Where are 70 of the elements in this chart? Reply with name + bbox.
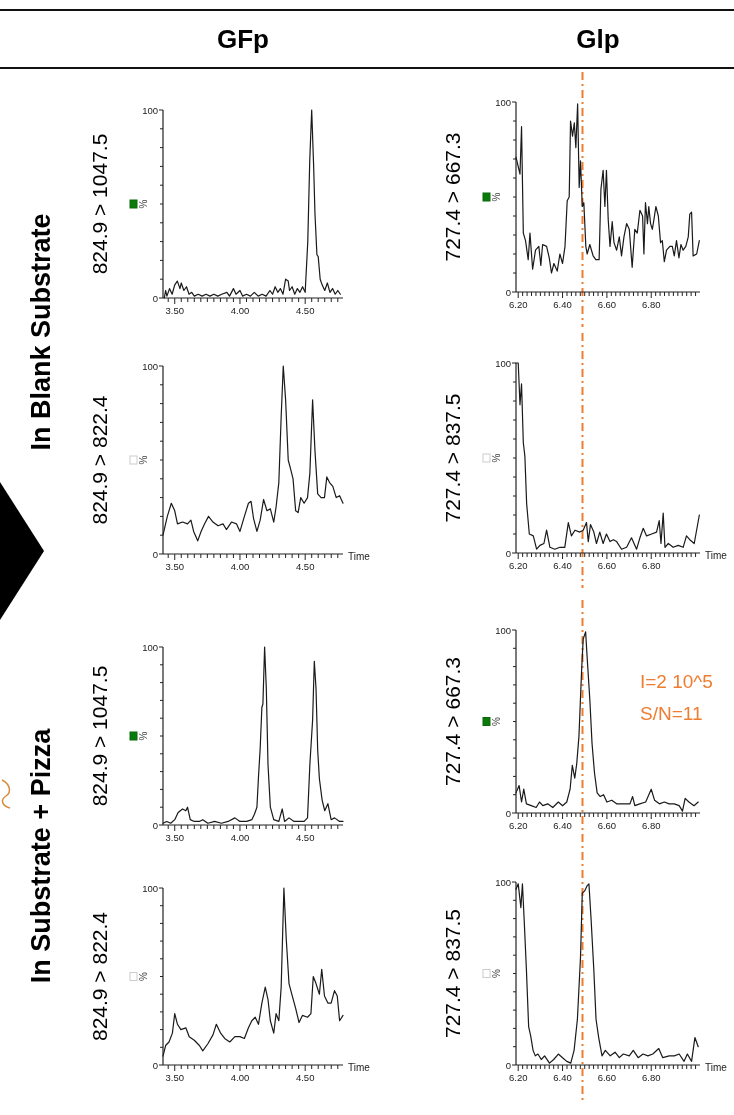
x-tick-label: 6.20 — [508, 560, 528, 571]
x-tick-label: 6.20 — [508, 1072, 528, 1083]
x-tick-label: 6.20 — [508, 820, 528, 831]
y-axis-title: % — [491, 968, 502, 978]
y-axis-title: % — [138, 971, 149, 981]
text: 824.9 > 822.4 — [88, 911, 111, 1042]
x-tick-label: 4.50 — [295, 561, 315, 572]
y-axis-title: % — [491, 192, 502, 202]
chart-title: GFp — [217, 24, 269, 54]
x-tick-label: 3.50 — [165, 1072, 184, 1083]
y-tick-label: 0 — [152, 292, 158, 304]
y-tick-label: 0 — [152, 548, 158, 560]
x-axis-title: Time — [705, 550, 728, 561]
x-tick-label: 4.00 — [230, 832, 250, 843]
x-tick-label: 4.50 — [295, 305, 315, 316]
y-tick-label: 100 — [142, 360, 158, 372]
y-axis-title: % — [138, 455, 149, 465]
x-tick-label: 6.40 — [553, 820, 572, 831]
text: In Blank Substrate — [26, 213, 56, 451]
x-tick-label: 3.50 — [165, 305, 184, 316]
y-tick-label: 100 — [142, 882, 158, 894]
x-axis-title: Time — [705, 1062, 728, 1073]
annotation: S/N=11 — [640, 703, 703, 724]
y-tick-label: 100 — [495, 876, 511, 888]
x-tick-label: 6.40 — [553, 1072, 572, 1083]
y-tick-label: 100 — [495, 96, 511, 108]
y-tick-label: 100 — [142, 104, 158, 116]
x-tick-label: 4.00 — [230, 561, 250, 572]
x-tick-label: 6.80 — [641, 1072, 661, 1083]
text: 727.4 > 667.3 — [441, 132, 464, 262]
text: 824.9 > 822.4 — [88, 395, 111, 525]
y-axis-title: % — [138, 731, 149, 741]
x-tick-label: 4.50 — [295, 1072, 315, 1083]
y-axis-title: % — [138, 199, 149, 209]
x-tick-label: 4.50 — [295, 832, 315, 843]
text: 727.4 > 667.3 — [441, 656, 464, 787]
x-tick-label: 6.60 — [597, 820, 617, 831]
x-tick-label: 6.40 — [553, 299, 572, 310]
annotation: I=2 10^5 — [640, 671, 713, 692]
y-tick-label: 0 — [505, 286, 511, 298]
text: 824.9 > 1047.5 — [88, 133, 111, 275]
y-tick-label: 0 — [505, 807, 511, 819]
y-tick-label: 100 — [142, 641, 158, 653]
chart-title: Glp — [576, 24, 620, 54]
text: 824.9 > 1047.5 — [88, 665, 111, 807]
text: 727.4 > 837.5 — [441, 393, 464, 523]
x-tick-label: 4.00 — [230, 305, 250, 316]
y-axis-title: % — [491, 453, 502, 463]
x-axis-title: Time — [348, 551, 371, 562]
y-tick-label: 100 — [495, 624, 511, 636]
y-tick-label: 0 — [152, 819, 158, 831]
x-tick-label: 6.40 — [553, 560, 572, 571]
y-tick-label: 100 — [495, 357, 511, 369]
text: 727.4 > 837.5 — [441, 908, 464, 1039]
x-tick-label: 4.00 — [230, 1072, 250, 1083]
x-tick-label: 3.50 — [165, 832, 184, 843]
x-tick-label: 6.60 — [597, 560, 617, 571]
text: In Substrate + Pizza — [26, 727, 56, 984]
x-tick-label: 6.60 — [597, 299, 617, 310]
y-tick-label: 0 — [505, 1059, 511, 1071]
y-tick-label: 0 — [152, 1059, 158, 1071]
y-tick-label: 0 — [505, 547, 511, 559]
y-axis-title: % — [491, 716, 502, 726]
x-tick-label: 6.20 — [508, 299, 528, 310]
x-tick-label: 3.50 — [165, 561, 184, 572]
x-tick-label: 6.80 — [641, 560, 661, 571]
x-tick-label: 6.80 — [641, 820, 661, 831]
x-tick-label: 6.80 — [641, 299, 661, 310]
x-tick-label: 6.60 — [597, 1072, 617, 1083]
x-axis-title: Time — [348, 1062, 371, 1073]
